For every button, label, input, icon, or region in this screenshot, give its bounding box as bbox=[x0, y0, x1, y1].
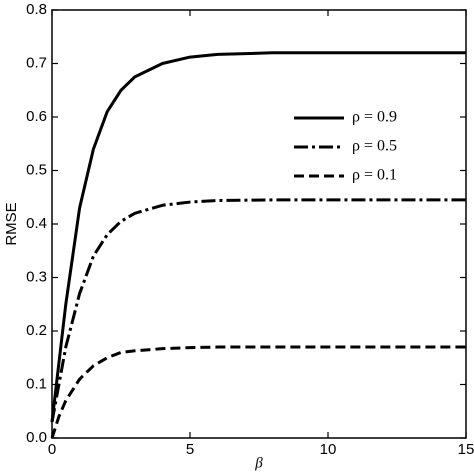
legend-label: ρ = 0.5 bbox=[352, 138, 397, 155]
line-series bbox=[50, 51, 466, 423]
x-axis-label: β bbox=[254, 455, 263, 471]
y-tick-label: 0.4 bbox=[26, 215, 47, 232]
y-tick-label: 0.2 bbox=[26, 322, 47, 339]
x-tick-label: 5 bbox=[186, 441, 194, 458]
y-tick-label: 0.1 bbox=[26, 375, 47, 392]
x-tick-label: 15 bbox=[458, 441, 474, 458]
y-tick-label: 0.6 bbox=[26, 108, 47, 125]
y-tick-label: 0.7 bbox=[26, 54, 47, 71]
x-tick-label: 0 bbox=[48, 441, 56, 458]
y-tick-label: 0.0 bbox=[26, 429, 47, 446]
y-axis-label: RMSE bbox=[3, 202, 20, 245]
plot-frame bbox=[51, 9, 467, 439]
legend-label: ρ = 0.1 bbox=[352, 167, 397, 184]
line-series bbox=[50, 198, 466, 423]
y-tick-label: 0.8 bbox=[26, 1, 47, 18]
legend-label: ρ = 0.9 bbox=[352, 109, 397, 126]
y-tick-label: 0.5 bbox=[26, 161, 47, 178]
line-series bbox=[50, 345, 466, 439]
y-tick-label: 0.3 bbox=[26, 268, 47, 285]
x-tick-label: 10 bbox=[320, 441, 337, 458]
